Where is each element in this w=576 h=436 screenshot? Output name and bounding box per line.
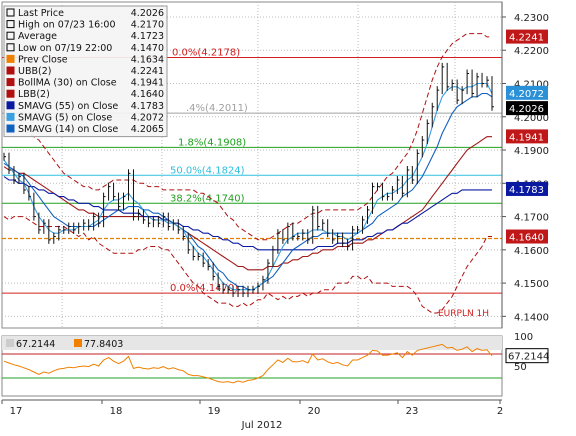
- legend-value: 4.2241: [131, 66, 164, 77]
- x-tick-label: 18: [110, 406, 123, 417]
- fib-label: 50.0%(4.1824): [170, 165, 245, 176]
- fib-label: 38.2%(4.1740): [170, 193, 245, 204]
- rsi-header-value: 67.2144: [16, 339, 55, 350]
- rsi-header-swatch: [74, 339, 82, 347]
- legend-value: 4.2065: [131, 124, 164, 135]
- y-tick-label: 4.2000: [514, 113, 549, 124]
- legend-swatch: [6, 78, 15, 87]
- price-tag-text: 4.1783: [509, 185, 544, 196]
- legend-swatch: [6, 66, 15, 75]
- price-series: [3, 62, 494, 298]
- symbol-label: EURPLN 1H: [438, 309, 489, 319]
- legend-label: High on 07/23 16:00: [18, 20, 115, 31]
- ubb-line: [3, 33, 492, 241]
- legend-swatch: [6, 43, 15, 52]
- price-tag-text: 4.1941: [509, 132, 544, 143]
- y-tick-label: 4.1900: [514, 146, 549, 157]
- y-tick-label: 4.1500: [514, 279, 549, 290]
- legend-swatch: [6, 31, 15, 40]
- legend-value: 4.1941: [131, 78, 164, 89]
- legend-value: 4.2072: [131, 112, 164, 123]
- legend-label: Prev Close: [18, 54, 68, 65]
- x-tick-label: 20: [308, 406, 321, 417]
- legend-swatch: [6, 89, 15, 98]
- legend-label: Average: [18, 31, 57, 42]
- price-tag-text: 4.2072: [509, 89, 544, 100]
- x-tick-label: 17: [10, 406, 23, 417]
- legend-swatch: [6, 101, 15, 110]
- rsi-line: [3, 343, 493, 384]
- legend: Last Price 4.2026 High on 07/23 16:00 4.217…: [3, 5, 168, 138]
- legend-label: LBB(2): [18, 89, 50, 100]
- legend-box: [3, 5, 168, 138]
- rsi-tag-text: 67.2144: [508, 352, 549, 363]
- legend-value: 4.2026: [131, 8, 164, 19]
- price-tag-box: [506, 181, 548, 196]
- y-tick-label: 4.1400: [514, 312, 549, 323]
- x-tick-label: 19: [208, 406, 221, 417]
- price-tag-text: 4.1640: [509, 233, 544, 244]
- legend-value: 4.2170: [131, 20, 164, 31]
- x-axis: 17 18 19 20 23 2 Jul 2012: [1, 399, 503, 431]
- fib-label: 0.0%(4.2178): [172, 48, 240, 59]
- price-tag-text: 4.2241: [509, 33, 544, 44]
- legend-value: 4.1634: [131, 54, 164, 65]
- price-tag-box: [506, 129, 548, 144]
- legend-label: SMAVG (14) on Close: [18, 124, 118, 135]
- legend-swatch: [6, 8, 15, 17]
- legend-swatch: [6, 112, 15, 121]
- legend-label: Last Price: [18, 8, 64, 19]
- x-axis-label: Jul 2012: [241, 420, 283, 431]
- price-tag-box: [506, 29, 548, 44]
- price-tag-box: [506, 85, 548, 100]
- y-tick-label: 4.2200: [514, 46, 549, 57]
- legend-label: SMAVG (5) on Close: [18, 112, 112, 123]
- legend-label: BollMA (30) on Close: [18, 78, 117, 89]
- price-tag-text: 4.2026: [509, 104, 544, 115]
- rsi-header-value: 77.8403: [84, 339, 123, 350]
- lbb-line: [3, 216, 492, 314]
- y-tick-label: 4.2100: [514, 80, 549, 91]
- y-tick-label: 4.2300: [514, 13, 549, 24]
- legend-label: Low on 07/19 22:00: [18, 43, 112, 54]
- x-tick-label: 23: [406, 406, 419, 417]
- price-tags: 4.2241 4.2072 4.2026 4.1941 4.1783 4.1640: [506, 29, 548, 244]
- legend-label: SMAVG (55) on Close: [18, 101, 118, 112]
- legend-value: 4.1723: [131, 31, 164, 42]
- rsi-tick-label: 100: [514, 332, 533, 343]
- rsi-header-swatch: [6, 339, 14, 347]
- legend-value: 4.1470: [131, 43, 164, 54]
- bollma-line: [3, 136, 492, 271]
- y-tick-label: 4.1700: [514, 213, 549, 224]
- legend-swatch: [6, 124, 15, 133]
- legend-label: UBB(2): [18, 66, 51, 77]
- legend-swatch: [6, 54, 15, 63]
- fib-label: .4%(4.2011): [186, 103, 248, 114]
- rsi-tick-label: 50: [514, 362, 527, 373]
- price-tag-box: [506, 101, 548, 116]
- fib-label: 0.0%(4.1470): [170, 283, 238, 294]
- price-tag-box: [506, 229, 548, 244]
- sma55-line: [3, 176, 492, 251]
- fib-label: 1.8%(4.1908): [178, 137, 246, 148]
- legend-value: 4.1783: [131, 101, 164, 112]
- legend-value: 4.1640: [131, 89, 164, 100]
- legend-swatch: [6, 20, 15, 29]
- x-tick-label: 2: [497, 406, 503, 417]
- rsi-header-bg: [2, 336, 502, 350]
- y-tick-label: 4.1600: [514, 246, 549, 257]
- rsi-tag-box: [505, 348, 549, 364]
